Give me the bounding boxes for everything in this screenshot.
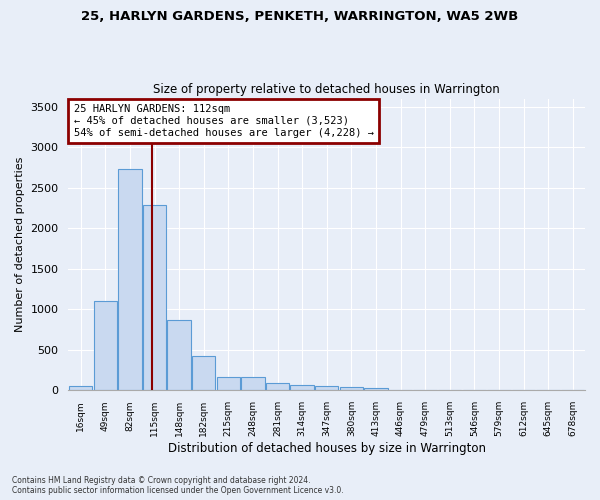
Y-axis label: Number of detached properties: Number of detached properties: [15, 157, 25, 332]
Bar: [364, 388, 388, 390]
Bar: [94, 301, 117, 390]
Bar: [315, 386, 338, 390]
Bar: [241, 378, 265, 390]
Bar: [266, 383, 289, 390]
Bar: [290, 386, 314, 390]
Text: Contains HM Land Registry data © Crown copyright and database right 2024.
Contai: Contains HM Land Registry data © Crown c…: [12, 476, 344, 495]
Bar: [118, 169, 142, 390]
X-axis label: Distribution of detached houses by size in Warrington: Distribution of detached houses by size …: [168, 442, 486, 455]
Bar: [143, 204, 166, 390]
Bar: [340, 387, 363, 390]
Text: 25, HARLYN GARDENS, PENKETH, WARRINGTON, WA5 2WB: 25, HARLYN GARDENS, PENKETH, WARRINGTON,…: [82, 10, 518, 23]
Bar: [167, 320, 191, 390]
Bar: [217, 376, 240, 390]
Bar: [192, 356, 215, 390]
Bar: [69, 386, 92, 390]
Title: Size of property relative to detached houses in Warrington: Size of property relative to detached ho…: [154, 83, 500, 96]
Text: 25 HARLYN GARDENS: 112sqm
← 45% of detached houses are smaller (3,523)
54% of se: 25 HARLYN GARDENS: 112sqm ← 45% of detac…: [74, 104, 374, 138]
